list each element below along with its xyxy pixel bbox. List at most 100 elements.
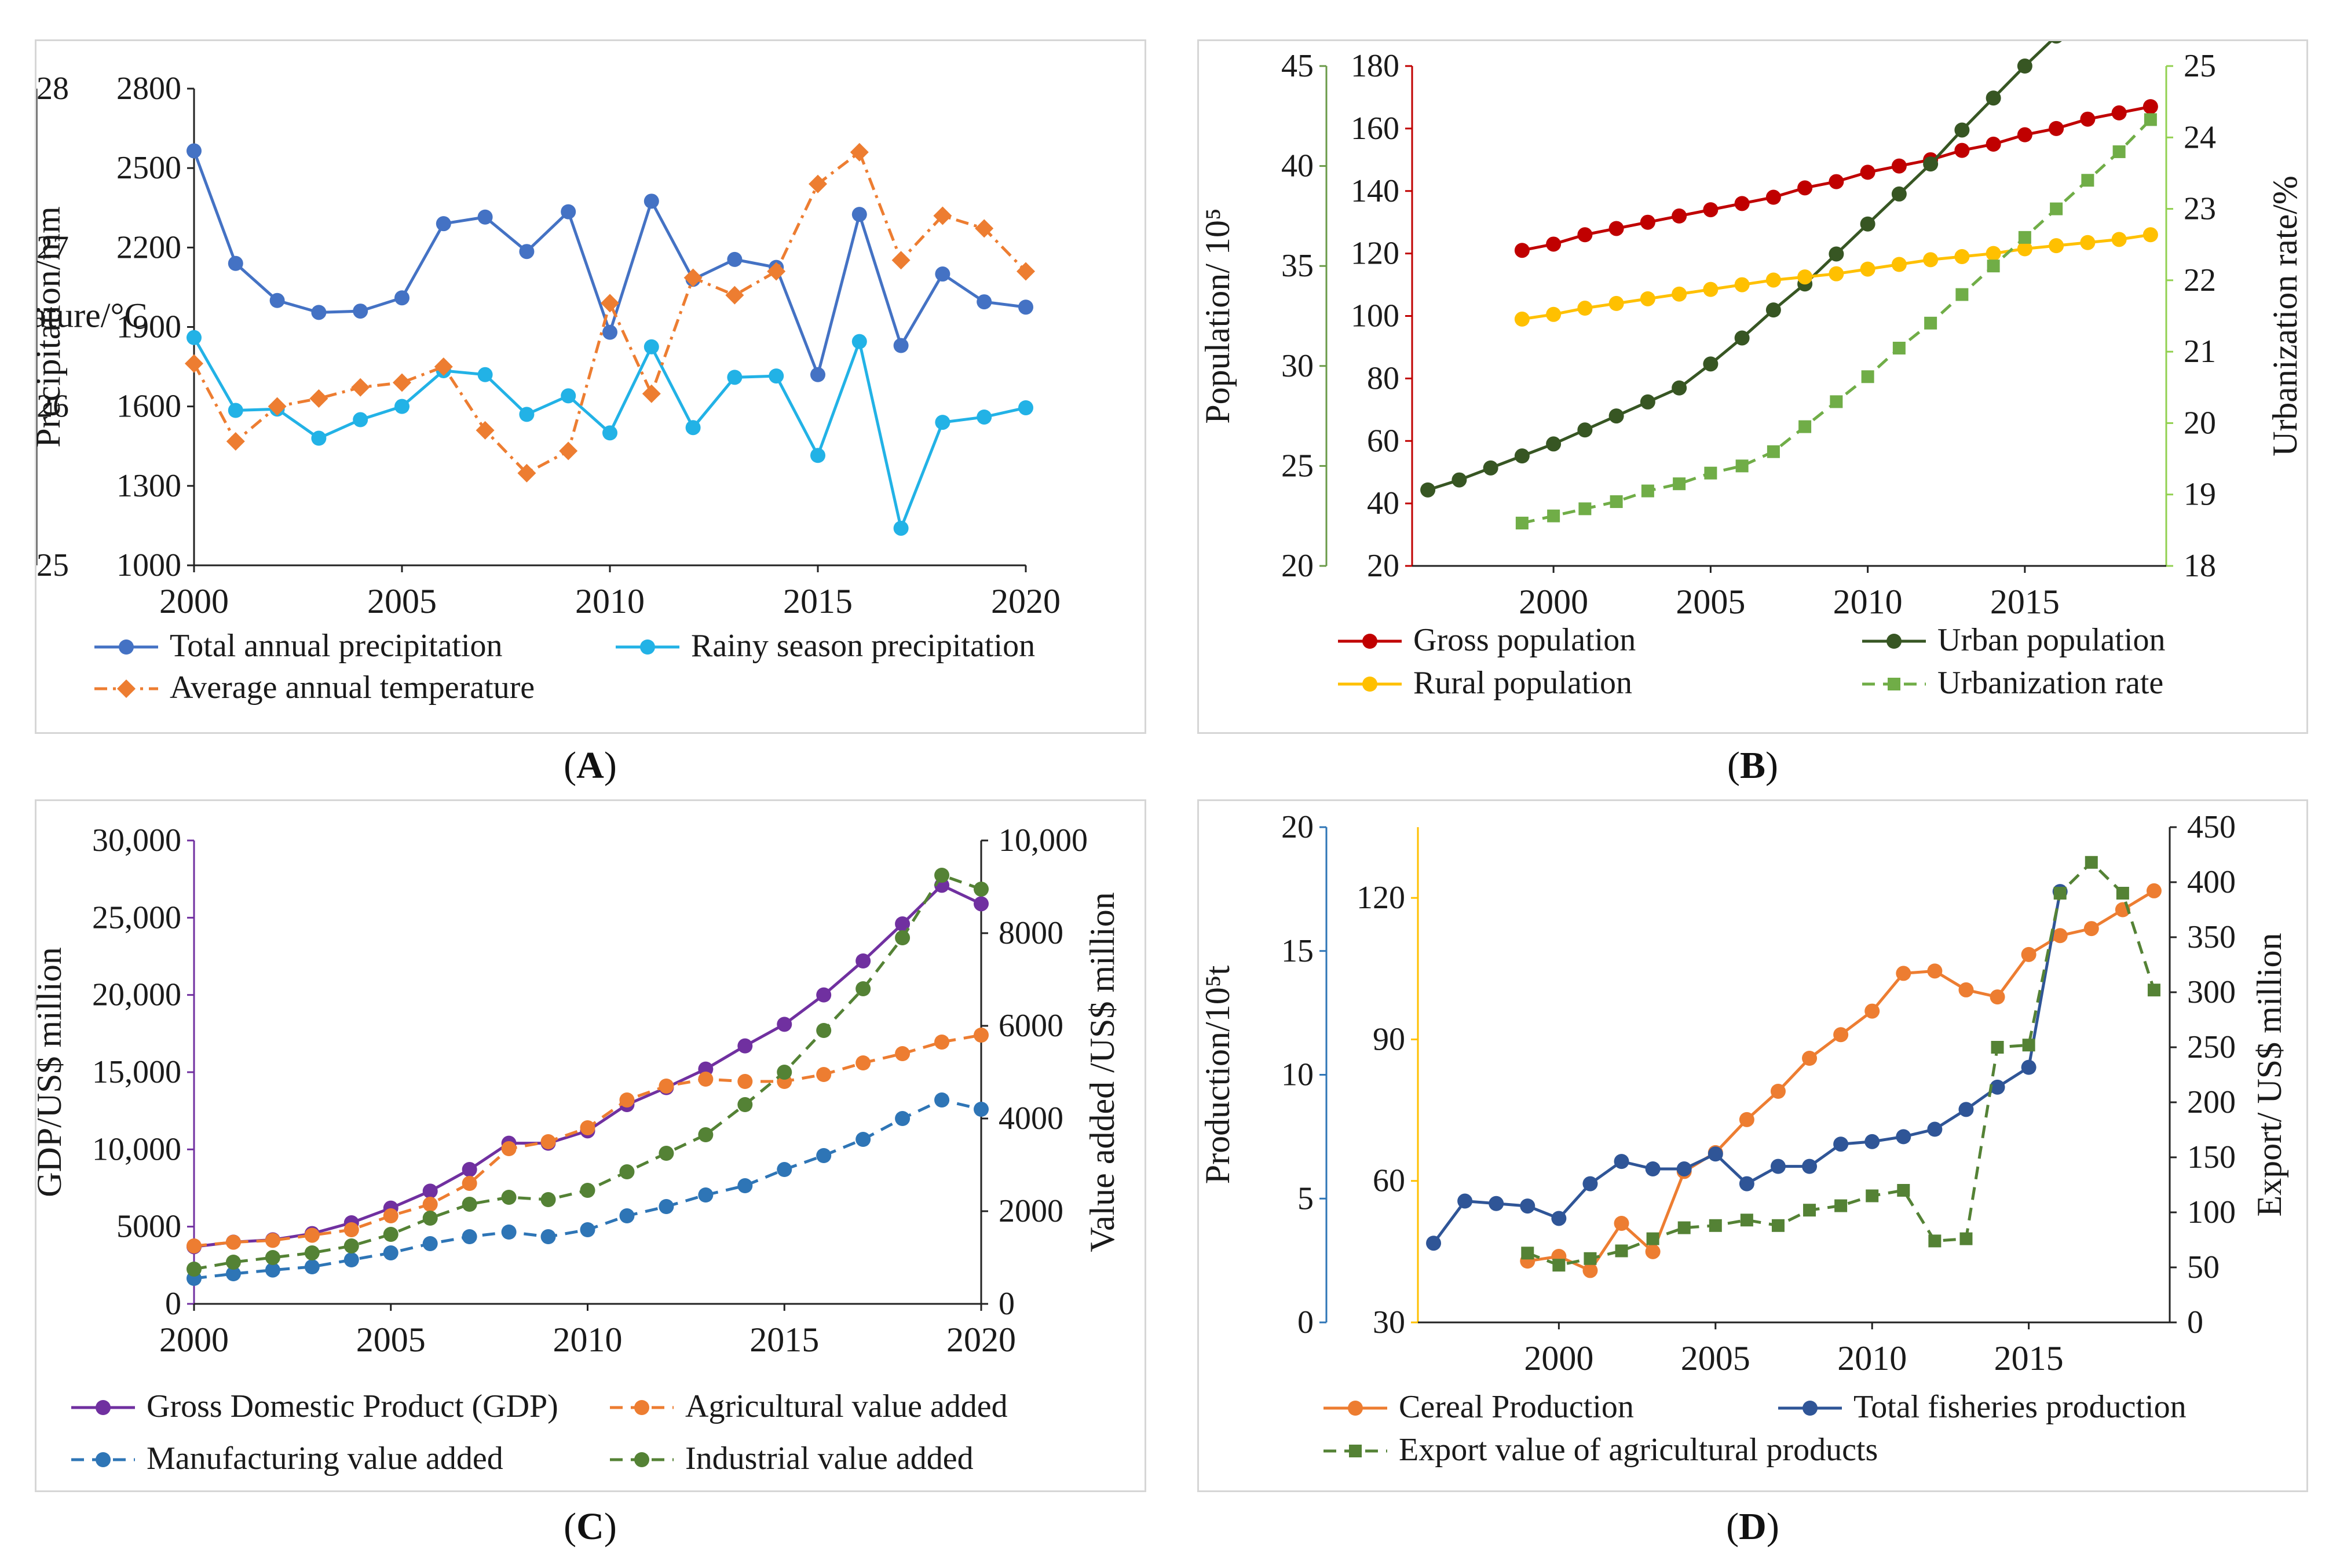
x-axis-tick-label: 2015 (749, 1321, 819, 1359)
x-axis-tick-label: 2005 (1681, 1339, 1750, 1377)
y-axis-1-tick-label: 120 (1351, 236, 1399, 272)
y-axis-2-title: Urbanization rate/% (2266, 176, 2304, 456)
total-fisheries-production-point (1520, 1198, 1535, 1214)
cereal-production-line (1527, 889, 2155, 1272)
urban-population-point (1986, 90, 2001, 106)
agricultural-value-added-point (383, 1208, 398, 1223)
y-axis-1-tick-label: 60 (1373, 1163, 1405, 1199)
y-axis-0-tick-label: 20,000 (92, 977, 181, 1013)
legend-urbanization-rate-label: Urbanization rate (1937, 665, 2163, 701)
gross-population-point (1860, 165, 1875, 180)
urban-population-point (2017, 59, 2032, 74)
gross-population-point (1546, 236, 1562, 252)
urban-population-point (1703, 356, 1719, 372)
export-value-of-agricultural-products-point (1521, 1247, 1534, 1260)
y-axis-1-title: Temperature/°C (36, 297, 147, 335)
legend-export-value-of-agricultural-products-label: Export value of agricultural products (1399, 1432, 1878, 1468)
y-axis-2-tick-label: 23 (2184, 191, 2216, 227)
total-annual-precipitation-point (810, 367, 825, 382)
legend-rainy-season-precipitation-marker (640, 639, 655, 655)
total-annual-precipitation-point (394, 290, 410, 306)
rural-population-point (1734, 277, 1750, 293)
rural-population-point (2080, 235, 2096, 250)
x-axis-tick-label: 2005 (1676, 583, 1745, 621)
y-axis-0-tick-label: 15 (1281, 933, 1314, 969)
agricultural-value-added-point (974, 1028, 989, 1043)
y-axis-2-tick-label: 200 (2187, 1084, 2236, 1120)
cereal-production-point (1990, 989, 2005, 1005)
total-annual-precipitation-point (477, 209, 493, 225)
total-fisheries-production-point (1958, 1102, 1974, 1117)
y-axis-1-tick-label: 28 (36, 71, 69, 107)
total-fisheries-production-point (1489, 1196, 1504, 1211)
export-value-of-agricultural-products-point (1866, 1189, 1879, 1203)
cereal-production-point (1770, 1084, 1786, 1099)
total-annual-precipitation-point (977, 294, 992, 310)
industrial-value-added-point (187, 1262, 202, 1277)
y-axis-2-tick-label: 18 (2184, 548, 2216, 584)
urban-population-point (1546, 436, 1562, 452)
y-axis-0-title: Precipitation/mm (36, 206, 67, 448)
industrial-value-added-point (974, 882, 989, 897)
chart-a: 1000 1300 1600 1900 2200 2500 2800 Precipitatio… (36, 71, 1061, 706)
industrial-value-added-point (934, 868, 950, 883)
export-value-of-agricultural-products-point (2022, 1039, 2035, 1052)
y-axis-2-tick-label: 250 (2187, 1029, 2236, 1065)
legend-total-fisheries-production-label: Total fisheries production (1853, 1389, 2187, 1425)
y-axis-1-tick-label: 20 (1367, 548, 1399, 584)
manufacturing-value-added-point (895, 1111, 911, 1126)
x-axis-tick-label: 2000 (1524, 1339, 1593, 1377)
gross-population-point (1954, 142, 1970, 158)
y-axis-0-tick-label: 25,000 (92, 900, 181, 935)
legend-urban-population-marker (1886, 634, 1902, 649)
rainy-season-precipitation-point (977, 409, 992, 425)
average-annual-temperature-point (850, 142, 869, 162)
y-axis-2-tick-label: 24 (2184, 119, 2216, 155)
industrial-value-added-point (540, 1192, 556, 1207)
average-annual-temperature-point (767, 262, 786, 281)
agricultural-value-added-point (265, 1233, 280, 1248)
total-annual-precipitation-point (561, 204, 576, 220)
y-axis-2-title: Export/ US$ million (2250, 933, 2288, 1216)
agricultural-value-added-point (816, 1067, 832, 1082)
industrial-value-added-point (855, 981, 871, 996)
y-axis-2-tick-label: 350 (2187, 919, 2236, 955)
rural-population-point (1608, 295, 1624, 311)
industrial-value-added-point (225, 1255, 241, 1270)
x-axis-tick-label: 2000 (159, 582, 229, 620)
chart-c: 0 5000 10,000 15,000 20,000 25,000 30,000 GDP/U… (36, 823, 1121, 1476)
manufacturing-value-added-point (619, 1208, 635, 1223)
chart-d: 0 5 10 15 20 Production/10⁵t 30 60 90 120 0 50 100 15… (1199, 809, 2288, 1468)
total-annual-precipitation-point (353, 304, 368, 319)
x-axis-tick-label: 2015 (783, 582, 853, 620)
agricultural-value-added-point (659, 1079, 674, 1094)
industrial-value-added-point (265, 1250, 280, 1265)
urbanization-rate-point (1641, 484, 1654, 498)
total-annual-precipitation-point (602, 324, 617, 340)
rural-population-point (2017, 241, 2032, 257)
legend-agricultural-value-added-marker (634, 1400, 649, 1415)
panel-a-label: (A) (564, 744, 617, 787)
export-value-of-agricultural-products-point (2053, 887, 2067, 900)
agricultural-value-added-point (187, 1238, 202, 1253)
gross-population-point (1765, 189, 1781, 205)
total-fisheries-production-point (2021, 1059, 2036, 1075)
y-axis-1-tick-label: 30 (1373, 1304, 1405, 1340)
urbanization-rate-point (1861, 370, 1874, 383)
gross-population-point (1577, 227, 1593, 243)
rainy-season-precipitation-point (769, 368, 784, 384)
total-fisheries-production-point (1927, 1121, 1943, 1137)
rainy-season-precipitation-point (727, 370, 743, 385)
gross-population-point (1986, 136, 2001, 152)
total-annual-precipitation-point (311, 305, 327, 320)
manufacturing-value-added-point (737, 1178, 753, 1193)
cereal-production-point (1614, 1216, 1629, 1231)
y-axis-0-tick-label: 2800 (116, 71, 181, 107)
total-fisheries-production-point (1990, 1079, 2005, 1095)
y-axis-0-tick-label: 15,000 (92, 1054, 181, 1090)
total-annual-precipitation-point (187, 143, 202, 159)
manufacturing-value-added-point (816, 1148, 832, 1163)
manufacturing-value-added-point (501, 1225, 517, 1240)
export-value-of-agricultural-products-point (1771, 1219, 1785, 1232)
y-axis-0-tick-label: 30,000 (92, 823, 181, 858)
